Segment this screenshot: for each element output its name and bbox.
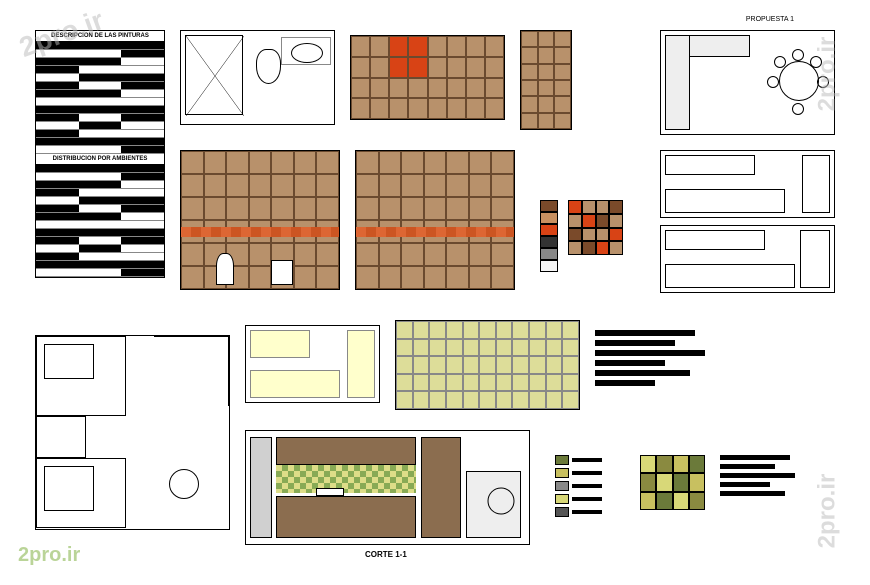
toilet: [256, 49, 281, 84]
schedule-header-2: DISTRIBUCION POR AMBIENTES: [36, 154, 164, 165]
watermark-logo: 2pro.ir: [18, 544, 80, 567]
kitchen-elevation-a: [660, 150, 835, 218]
lower-cabinets: [276, 496, 416, 538]
cabinet-unit: [250, 330, 310, 358]
corte-label: CORTE 1-1: [365, 550, 407, 559]
corte-1-1-section: [245, 430, 530, 545]
lower-cabinet: [665, 264, 795, 288]
tile-elevation-4: [355, 150, 515, 290]
bathroom: [36, 416, 86, 458]
upper-cabinet: [665, 230, 765, 250]
backsplash-tile: [276, 465, 416, 493]
schedule-header-1: DESCRIPCION DE LAS PINTURAS: [36, 31, 164, 42]
ceiling-legend: [595, 330, 715, 390]
color-legend-2: [555, 455, 615, 520]
tile-elevation-1: [350, 35, 505, 120]
watermark-br: 2pro.ir: [814, 474, 842, 549]
kitchen-area: [154, 336, 229, 406]
chair: [817, 76, 829, 88]
color-palette-grid-2: [640, 455, 705, 510]
tall-cabinet-left: [250, 437, 272, 538]
tall-cabinet: [800, 230, 830, 288]
apartment-floor-plan: [35, 335, 230, 530]
chair: [792, 49, 804, 61]
kitchen-counter-left: [665, 35, 690, 130]
tall-cabinet-mid: [421, 437, 461, 538]
bathroom-plan: [180, 30, 335, 125]
ceiling-tile-grid: [395, 320, 580, 410]
bed-2: [44, 466, 94, 511]
shower-area: [185, 35, 243, 115]
toilet-fixture: [216, 253, 234, 285]
upper-cabinets: [276, 437, 416, 465]
stove: [316, 488, 344, 496]
color-palette-1: [540, 200, 630, 290]
tile-elevation-2: [520, 30, 572, 130]
cabinet-unit: [250, 370, 340, 398]
lower-cabinet: [665, 189, 785, 213]
kitchen-section-small: [245, 325, 380, 403]
kitchen-propuesta-1: PROPUESTA 1: [660, 30, 835, 135]
kitchen-elevation-b: [660, 225, 835, 293]
chair: [767, 76, 779, 88]
tile-elevation-3: [180, 150, 340, 290]
propuesta-label: PROPUESTA 1: [746, 16, 794, 23]
tall-cabinet: [802, 155, 830, 213]
paint-schedule-table: DESCRIPCION DE LAS PINTURAS DISTRIBUCION…: [35, 30, 165, 278]
chair: [792, 103, 804, 115]
chair: [810, 56, 822, 68]
dining-table: [169, 469, 199, 499]
sink: [291, 43, 323, 63]
chair: [774, 56, 786, 68]
cabinet-unit: [347, 330, 375, 398]
bed-1: [44, 344, 94, 379]
legend-text-lines: [720, 455, 800, 500]
sink-fixture: [271, 260, 293, 285]
upper-cabinet: [665, 155, 755, 175]
